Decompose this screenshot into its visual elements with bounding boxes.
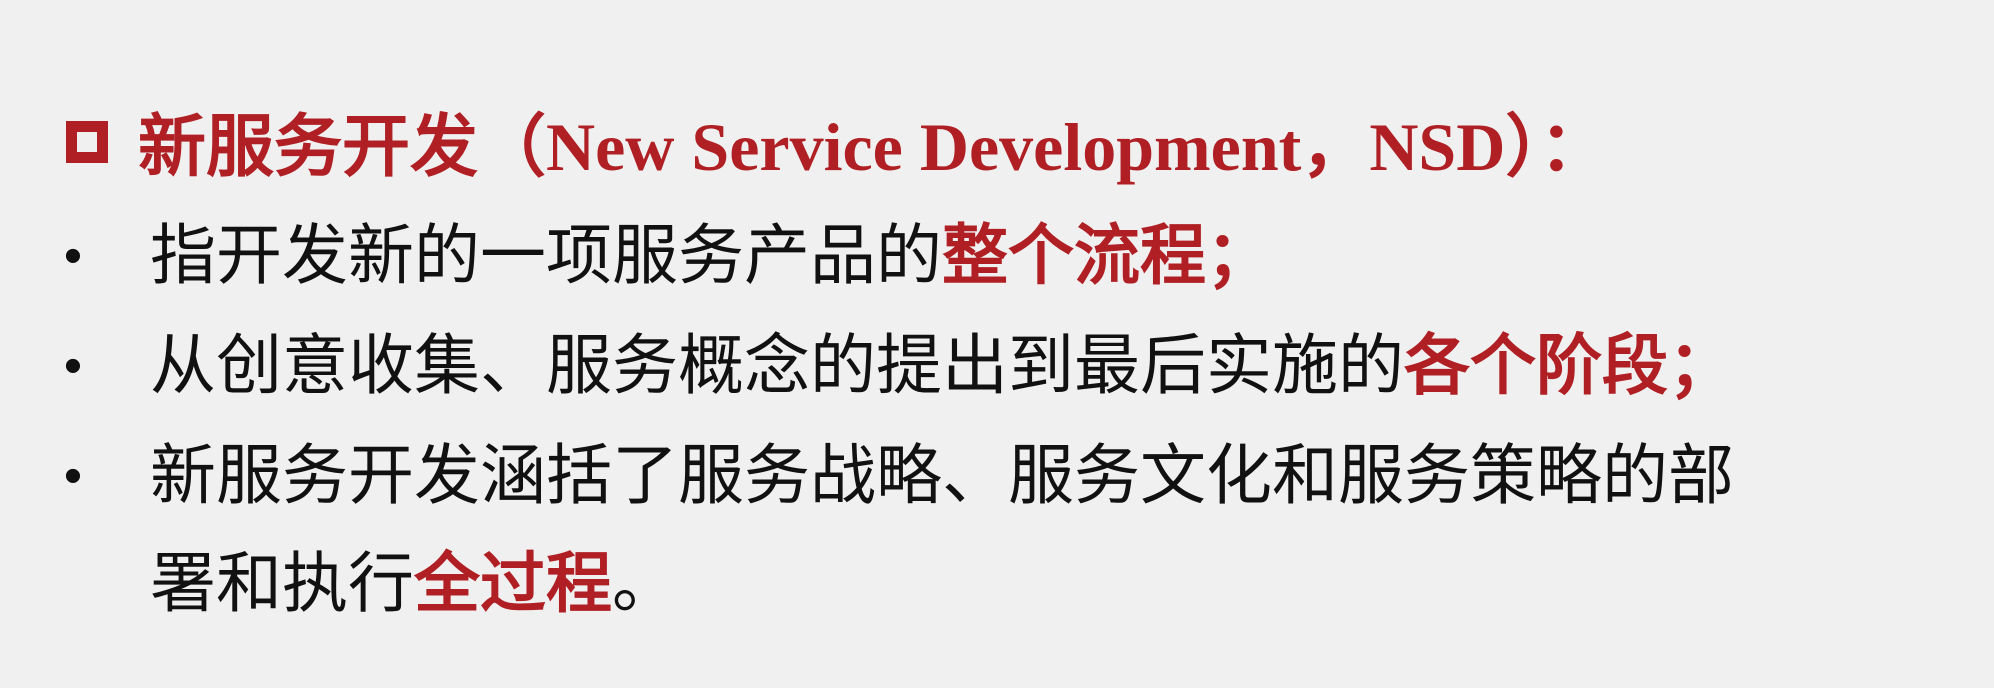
bullet-highlight: 各个阶段 bbox=[1404, 327, 1668, 404]
bullet-dot-icon: • bbox=[63, 337, 83, 395]
bullet-body: 从创意收集、服务概念的提出到最后实施的 bbox=[150, 327, 1404, 404]
bullet-dot-icon: • bbox=[63, 447, 83, 505]
heading-title-en: （New Service Development，NSD）： bbox=[478, 108, 1608, 185]
bullet-suffix: ； bbox=[1668, 327, 1734, 404]
bullet-highlight: 整个流程 bbox=[942, 217, 1206, 294]
hollow-square-icon bbox=[66, 121, 108, 163]
bullet-body: 署和执行 bbox=[150, 545, 414, 622]
bullet-highlight: 全过程 bbox=[414, 545, 612, 622]
bullet-suffix: 。 bbox=[612, 545, 678, 622]
bullet-text: 从创意收集、服务概念的提出到最后实施的各个阶段； bbox=[150, 312, 1734, 420]
bullet-dot-icon: • bbox=[63, 227, 83, 285]
heading-title-zh: 新服务开发 bbox=[138, 106, 479, 187]
bullet-text: 指开发新的一项服务产品的整个流程； bbox=[150, 202, 1272, 310]
section-heading: 新服务开发 （New Service Development，NSD）： bbox=[66, 92, 1607, 188]
bullet-text-line2: 署和执行全过程。 bbox=[150, 530, 678, 638]
bullet-body: 指开发新的一项服务产品的 bbox=[150, 217, 942, 294]
bullet-suffix: ； bbox=[1206, 217, 1272, 294]
bullet-text-line1: 新服务开发涵括了服务战略、服务文化和服务策略的部 bbox=[150, 437, 1734, 514]
